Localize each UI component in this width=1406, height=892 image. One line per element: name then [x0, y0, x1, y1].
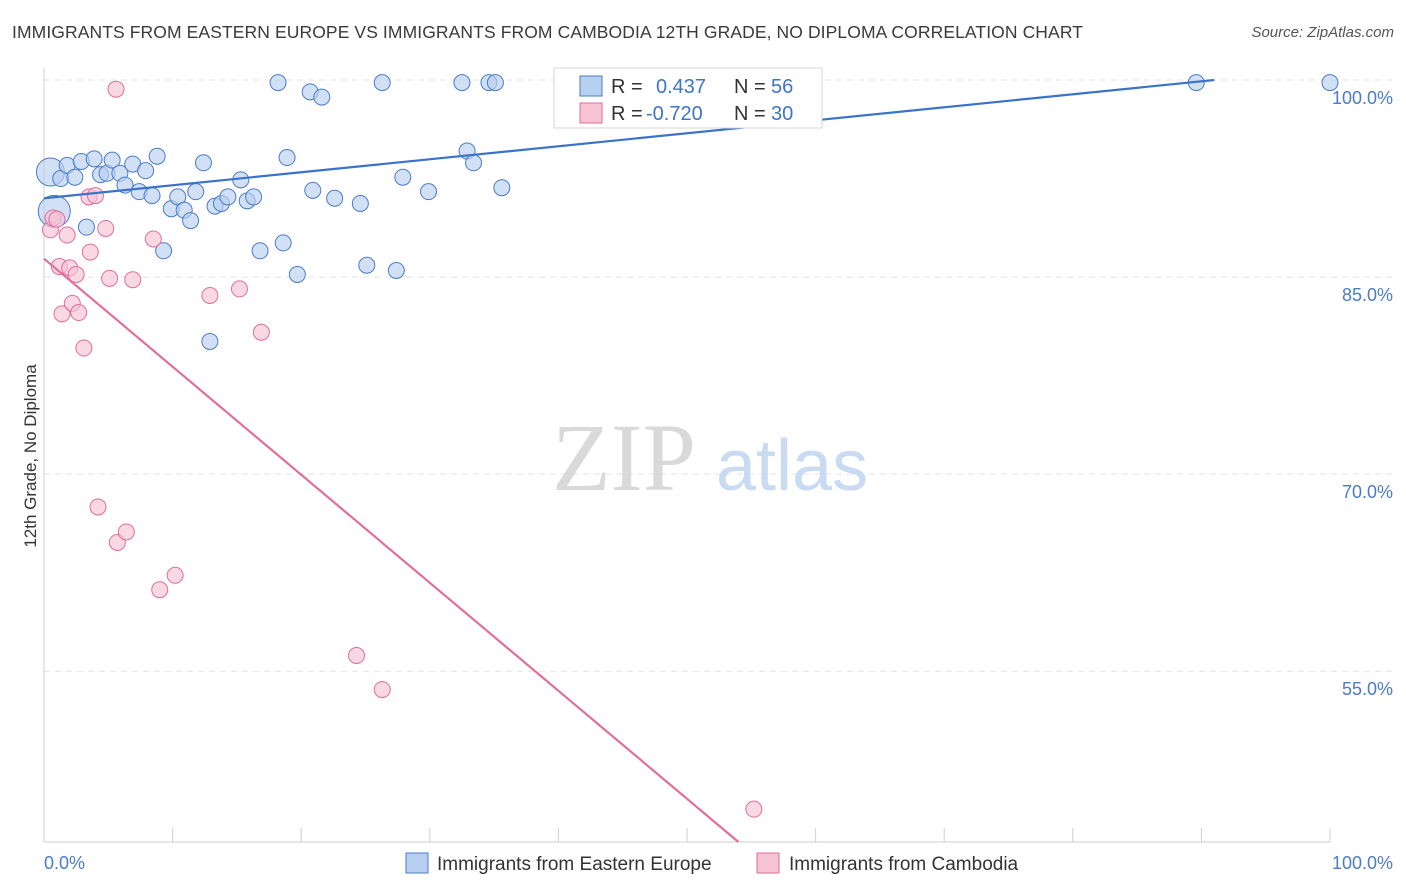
legend-n-value-blue: 56: [771, 76, 793, 98]
bottom-legend: Immigrants from Eastern Europe Immigrant…: [405, 852, 1019, 875]
y-axis-label: 12th Grade, No Diploma: [21, 364, 40, 548]
point-eastern-europe: [66, 168, 84, 186]
point-eastern-europe: [143, 187, 161, 205]
point-cambodia: [124, 271, 142, 289]
point-eastern-europe: [465, 154, 483, 172]
point-eastern-europe: [245, 188, 263, 206]
legend-r-label-blue: R =: [611, 76, 643, 98]
point-eastern-europe: [182, 212, 200, 230]
legend-swatch-blue: [579, 75, 603, 97]
point-eastern-europe: [77, 218, 95, 236]
point-eastern-europe: [288, 265, 306, 283]
watermark: ZIP atlas: [552, 404, 868, 511]
point-eastern-europe: [387, 262, 405, 279]
point-cambodia: [70, 304, 88, 322]
point-eastern-europe: [358, 256, 376, 274]
series-cambodia-points: [41, 80, 763, 818]
bottom-legend-swatch-blue: [405, 852, 429, 874]
point-cambodia: [67, 265, 85, 283]
point-cambodia: [230, 280, 248, 298]
point-eastern-europe: [148, 147, 166, 165]
x-tick-label-max: 100.0%: [1332, 853, 1393, 873]
bottom-legend-label-pink: Immigrants from Cambodia: [789, 854, 1019, 875]
point-cambodia: [58, 226, 76, 244]
point-eastern-europe: [103, 151, 121, 169]
point-eastern-europe: [394, 168, 412, 186]
point-eastern-europe: [251, 242, 269, 260]
point-cambodia: [75, 339, 93, 357]
trend-line-eastern-europe: [43, 78, 1215, 200]
bottom-legend-label-blue: Immigrants from Eastern Europe: [437, 854, 712, 875]
legend-r-value-pink: -0.720: [646, 103, 703, 125]
watermark-atlas: atlas: [716, 426, 868, 506]
trend-line-cambodia: [43, 257, 740, 843]
point-cambodia: [97, 219, 115, 237]
point-cambodia: [347, 646, 365, 664]
point-eastern-europe: [1321, 74, 1339, 92]
legend-n-label-pink: N =: [734, 103, 766, 125]
legend-r-label-pink: R =: [611, 103, 643, 125]
point-cambodia: [745, 800, 763, 818]
point-eastern-europe: [219, 188, 237, 206]
point-eastern-europe: [326, 189, 344, 207]
point-eastern-europe: [269, 74, 287, 92]
point-eastern-europe: [274, 234, 292, 252]
point-eastern-europe: [453, 74, 471, 92]
point-cambodia: [252, 323, 270, 341]
point-eastern-europe: [351, 194, 369, 212]
y-tick-label: 85.0%: [1342, 285, 1393, 305]
point-cambodia: [201, 286, 219, 304]
chart-title: IMMIGRANTS FROM EASTERN EUROPE VS IMMIGR…: [12, 22, 1084, 42]
point-cambodia: [151, 581, 169, 599]
point-eastern-europe: [137, 162, 155, 180]
point-cambodia: [53, 305, 71, 323]
y-tick-label: 70.0%: [1342, 482, 1393, 502]
point-cambodia: [48, 210, 66, 228]
legend-n-value-pink: 30: [771, 103, 793, 125]
point-eastern-europe: [278, 149, 296, 167]
point-eastern-europe: [304, 181, 322, 199]
point-cambodia: [89, 498, 107, 516]
point-eastern-europe: [486, 74, 504, 92]
series-eastern-europe-points: [35, 74, 1339, 350]
point-eastern-europe: [420, 183, 438, 201]
y-tick-label: 55.0%: [1342, 679, 1393, 699]
x-ticks: [172, 828, 1331, 842]
point-eastern-europe: [201, 332, 219, 350]
source-label: Source: ZipAtlas.com: [1251, 24, 1394, 41]
y-tick-label: 100.0%: [1332, 88, 1393, 108]
stats-legend: R = 0.437 N = 56 R = -0.720 N = 30: [553, 67, 823, 129]
point-eastern-europe: [187, 183, 205, 201]
bottom-legend-swatch-pink: [756, 852, 780, 874]
point-eastern-europe: [85, 150, 103, 168]
point-cambodia: [86, 187, 104, 205]
y-tick-labels: 100.0% 85.0% 70.0% 55.0%: [1332, 88, 1393, 699]
point-cambodia: [81, 243, 99, 261]
trend-lines: [43, 78, 1215, 843]
legend-swatch-pink: [579, 102, 603, 124]
x-tick-label-min: 0.0%: [44, 853, 85, 873]
point-cambodia: [107, 80, 125, 98]
legend-n-label-blue: N =: [734, 76, 766, 98]
point-cambodia: [101, 269, 119, 287]
point-cambodia: [373, 681, 391, 699]
point-eastern-europe: [155, 242, 173, 260]
point-eastern-europe: [493, 179, 511, 197]
point-cambodia: [144, 230, 162, 248]
point-eastern-europe: [373, 74, 391, 92]
watermark-zip: ZIP: [552, 404, 696, 511]
point-eastern-europe: [313, 88, 331, 106]
legend-r-value-blue: 0.437: [656, 76, 706, 98]
point-eastern-europe: [194, 154, 212, 172]
grid-lines: [44, 79, 1393, 672]
point-cambodia: [117, 523, 135, 541]
point-cambodia: [166, 566, 184, 584]
